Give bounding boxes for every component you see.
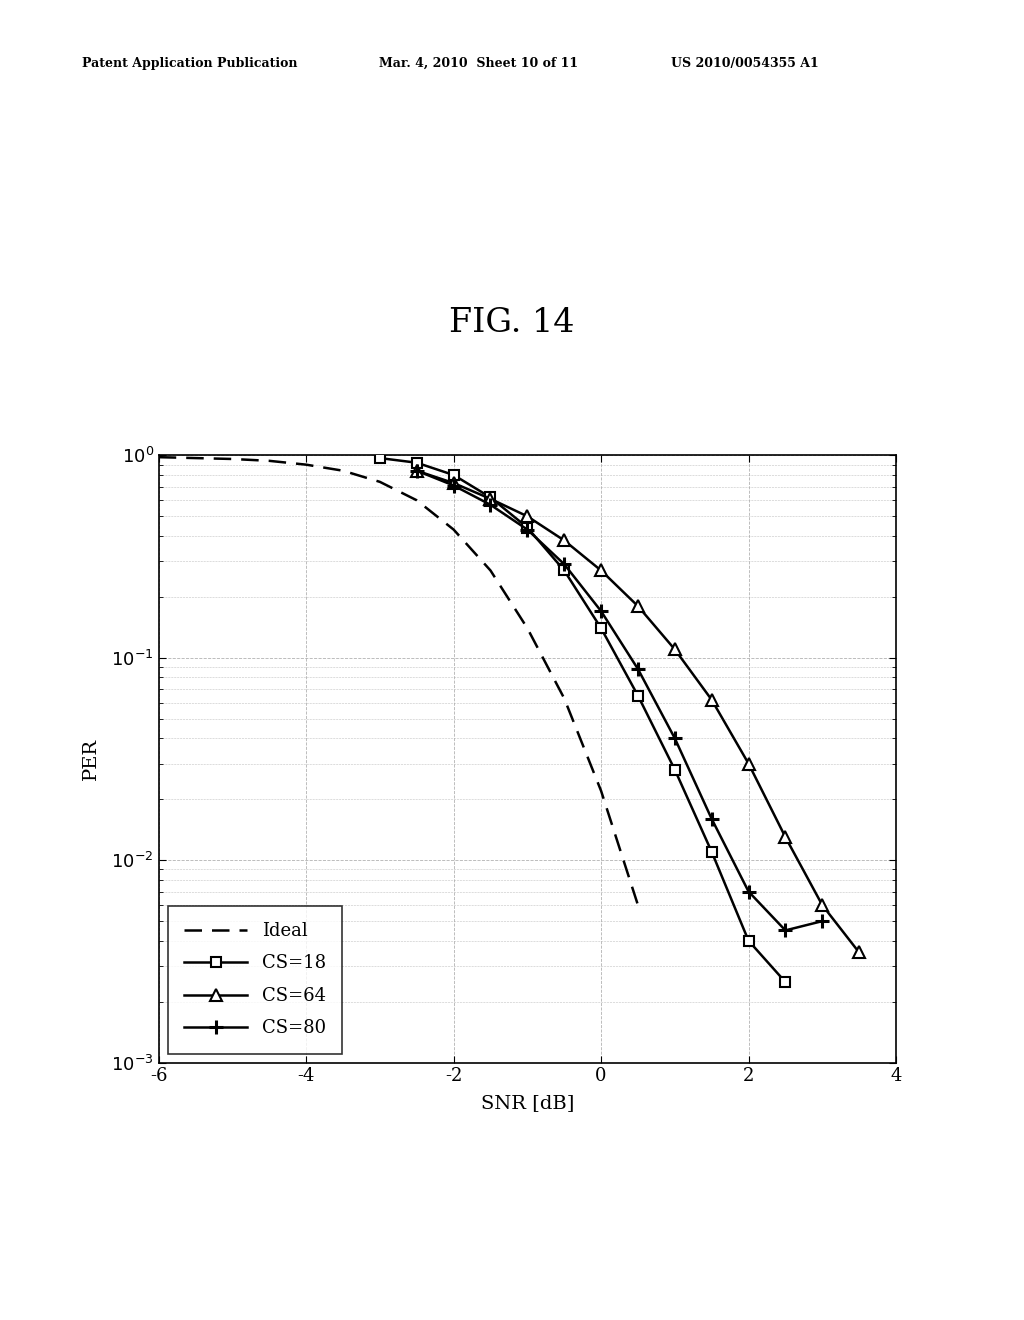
Ideal [226,451,239,467]
Text: FIG. 14: FIG. 14 [450,308,574,339]
Ideal [337,463,349,479]
CS=18 [706,843,718,859]
CS=64 [484,491,497,507]
CS=64 [669,642,681,657]
CS=18 [595,620,607,636]
Ideal [374,474,386,490]
CS=64 [853,945,865,961]
CS=80 [484,496,497,512]
Y-axis label: PER: PER [82,738,100,780]
CS=18 [411,455,423,471]
CS=80 [706,810,718,826]
Ideal [411,492,423,508]
Ideal [521,620,534,636]
CS=80 [558,556,570,572]
Line: CS=18: CS=18 [375,453,791,987]
CS=80 [411,463,423,479]
Text: Mar. 4, 2010  Sheet 10 of 11: Mar. 4, 2010 Sheet 10 of 11 [379,57,578,70]
CS=64 [558,532,570,548]
Ideal [632,898,644,913]
Text: US 2010/0054355 A1: US 2010/0054355 A1 [671,57,818,70]
CS=64 [706,692,718,708]
CS=64 [411,463,423,479]
Ideal [263,453,275,469]
CS=18 [374,450,386,466]
Line: Ideal: Ideal [159,457,638,906]
CS=80 [447,478,460,494]
Ideal [300,457,312,473]
CS=18 [521,520,534,536]
Line: CS=80: CS=80 [410,463,829,937]
Ideal [558,690,570,706]
Legend: Ideal, CS=18, CS=64, CS=80: Ideal, CS=18, CS=64, CS=80 [168,906,342,1053]
CS=80 [816,913,828,929]
CS=18 [447,467,460,483]
CS=80 [595,603,607,619]
CS=80 [521,521,534,537]
Text: Patent Application Publication: Patent Application Publication [82,57,297,70]
CS=64 [742,756,755,772]
CS=64 [595,562,607,578]
CS=80 [742,883,755,899]
CS=64 [447,475,460,491]
CS=64 [779,829,792,845]
CS=64 [632,598,644,614]
CS=80 [669,730,681,746]
CS=18 [632,688,644,704]
CS=18 [484,490,497,506]
CS=64 [521,508,534,524]
CS=18 [669,762,681,777]
CS=64 [816,898,828,913]
Ideal [153,449,165,465]
Ideal [595,783,607,799]
CS=18 [779,974,792,990]
Line: CS=64: CS=64 [412,465,864,958]
CS=18 [558,562,570,578]
Ideal [484,562,497,578]
X-axis label: SNR [dB]: SNR [dB] [480,1094,574,1111]
CS=80 [632,661,644,677]
CS=18 [742,933,755,949]
Ideal [189,450,202,466]
Ideal [447,521,460,537]
CS=80 [779,923,792,939]
